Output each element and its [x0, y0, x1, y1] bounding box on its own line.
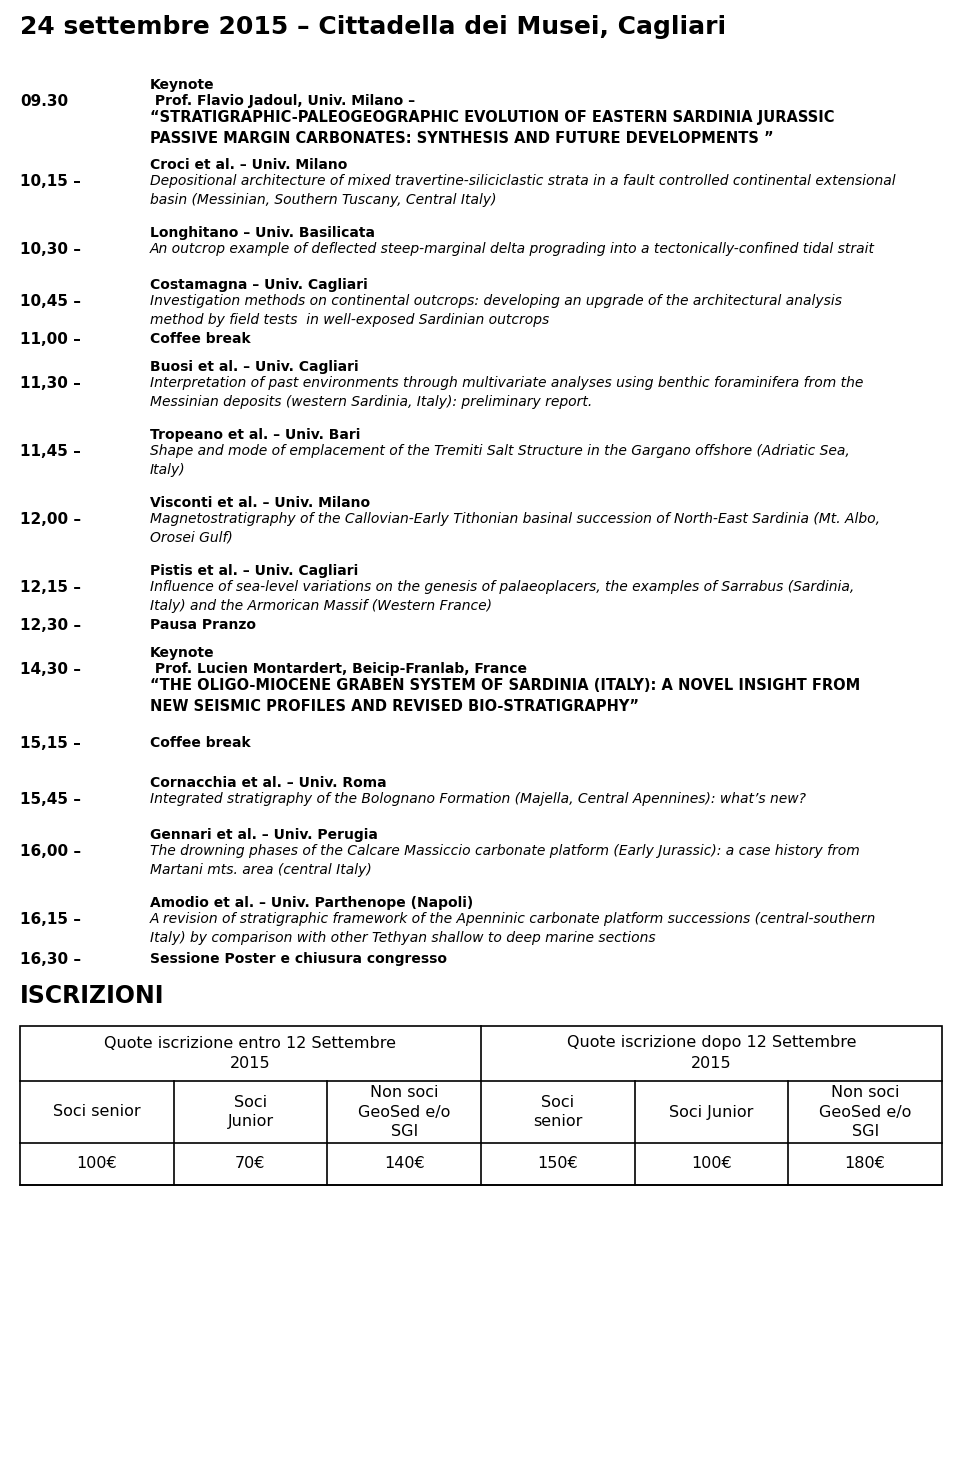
Text: Sessione Poster e chiusura congresso: Sessione Poster e chiusura congresso [150, 952, 447, 966]
Text: 12,30 –: 12,30 – [20, 618, 82, 633]
Text: Soci senior: Soci senior [53, 1104, 141, 1120]
Text: Non soci
GeoSed e/o
SGI: Non soci GeoSed e/o SGI [358, 1085, 450, 1139]
Text: Pistis et al. – Univ. Cagliari: Pistis et al. – Univ. Cagliari [150, 564, 358, 577]
Text: 140€: 140€ [384, 1156, 424, 1171]
Text: 11,30 –: 11,30 – [20, 376, 81, 390]
Text: Coffee break: Coffee break [150, 332, 251, 346]
Text: Investigation methods on continental outcrops: developing an upgrade of the arch: Investigation methods on continental out… [150, 294, 842, 327]
Text: 10,45 –: 10,45 – [20, 294, 81, 308]
Text: “THE OLIGO-MIOCENE GRABEN SYSTEM OF SARDINIA (ITALY): A NOVEL INSIGHT FROM
NEW S: “THE OLIGO-MIOCENE GRABEN SYSTEM OF SARD… [150, 678, 860, 713]
Text: 16,30 –: 16,30 – [20, 952, 82, 966]
Text: Shape and mode of emplacement of the Tremiti Salt Structure in the Gargano offsh: Shape and mode of emplacement of the Tre… [150, 444, 850, 477]
Text: 12,15 –: 12,15 – [20, 580, 81, 595]
Text: 09.30: 09.30 [20, 94, 68, 110]
Text: 10,30 –: 10,30 – [20, 243, 81, 257]
Text: 180€: 180€ [845, 1156, 886, 1171]
Text: 70€: 70€ [235, 1156, 266, 1171]
Text: Quote iscrizione dopo 12 Settembre
2015: Quote iscrizione dopo 12 Settembre 2015 [566, 1035, 856, 1072]
Text: Prof. Flavio Jadoul, Univ. Milano –: Prof. Flavio Jadoul, Univ. Milano – [150, 94, 415, 108]
Text: Integrated stratigraphy of the Bolognano Formation (Majella, Central Apennines):: Integrated stratigraphy of the Bolognano… [150, 792, 806, 806]
Text: A revision of stratigraphic framework of the Apenninic carbonate platform succes: A revision of stratigraphic framework of… [150, 912, 876, 944]
Text: 100€: 100€ [77, 1156, 117, 1171]
Text: An outcrop example of deflected steep-marginal delta prograding into a tectonica: An outcrop example of deflected steep-ma… [150, 243, 875, 256]
Text: 16,15 –: 16,15 – [20, 912, 81, 927]
Text: 12,00 –: 12,00 – [20, 512, 82, 526]
Text: Coffee break: Coffee break [150, 735, 251, 750]
Text: Amodio et al. – Univ. Parthenope (Napoli): Amodio et al. – Univ. Parthenope (Napoli… [150, 896, 473, 909]
Text: “STRATIGRAPHIC-PALEOGEOGRAPHIC EVOLUTION OF EASTERN SARDINIA JURASSIC
PASSIVE MA: “STRATIGRAPHIC-PALEOGEOGRAPHIC EVOLUTION… [150, 110, 834, 146]
Text: Tropeano et al. – Univ. Bari: Tropeano et al. – Univ. Bari [150, 428, 360, 442]
Text: Soci
senior: Soci senior [533, 1095, 583, 1130]
Text: 11,00 –: 11,00 – [20, 332, 81, 346]
Text: Buosi et al. – Univ. Cagliari: Buosi et al. – Univ. Cagliari [150, 360, 359, 374]
Text: 24 settembre 2015 – Cittadella dei Musei, Cagliari: 24 settembre 2015 – Cittadella dei Musei… [20, 15, 726, 39]
Bar [20, 1026, 942, 1186]
Text: 15,45 –: 15,45 – [20, 792, 81, 807]
Text: Influence of sea-level variations on the genesis of palaeoplacers, the examples : Influence of sea-level variations on the… [150, 580, 854, 613]
Text: 100€: 100€ [691, 1156, 732, 1171]
Text: Interpretation of past environments through multivariate analyses using benthic : Interpretation of past environments thro… [150, 376, 863, 409]
Text: 150€: 150€ [538, 1156, 578, 1171]
Text: 10,15 –: 10,15 – [20, 174, 81, 189]
Text: Croci et al. – Univ. Milano: Croci et al. – Univ. Milano [150, 158, 348, 173]
Text: 14,30 –: 14,30 – [20, 662, 81, 677]
Text: Prof. Lucien Montardert, Beicip-Franlab, France: Prof. Lucien Montardert, Beicip-Franlab,… [150, 662, 527, 675]
Text: Costamagna – Univ. Cagliari: Costamagna – Univ. Cagliari [150, 278, 368, 292]
Text: Keynote: Keynote [150, 77, 215, 92]
Text: Keynote: Keynote [150, 646, 215, 659]
Text: Visconti et al. – Univ. Milano: Visconti et al. – Univ. Milano [150, 496, 371, 510]
Text: 16,00 –: 16,00 – [20, 844, 82, 860]
Text: Soci
Junior: Soci Junior [228, 1095, 274, 1130]
Text: 15,15 –: 15,15 – [20, 735, 81, 751]
Text: Longhitano – Univ. Basilicata: Longhitano – Univ. Basilicata [150, 227, 375, 240]
Text: Depositional architecture of mixed travertine-siliciclastic strata in a fault co: Depositional architecture of mixed trave… [150, 174, 896, 208]
Text: Gennari et al. – Univ. Perugia: Gennari et al. – Univ. Perugia [150, 827, 378, 842]
Text: Soci Junior: Soci Junior [669, 1104, 754, 1120]
Text: The drowning phases of the Calcare Massiccio carbonate platform (Early Jurassic): The drowning phases of the Calcare Massi… [150, 844, 860, 877]
Text: ISCRIZIONI: ISCRIZIONI [20, 984, 164, 1007]
Text: Quote iscrizione entro 12 Settembre
2015: Quote iscrizione entro 12 Settembre 2015 [105, 1035, 396, 1072]
Text: Non soci
GeoSed e/o
SGI: Non soci GeoSed e/o SGI [819, 1085, 911, 1139]
Text: Pausa Pranzo: Pausa Pranzo [150, 618, 256, 632]
Text: Magnetostratigraphy of the Callovian-Early Tithonian basinal succession of North: Magnetostratigraphy of the Callovian-Ear… [150, 512, 880, 545]
Text: Cornacchia et al. – Univ. Roma: Cornacchia et al. – Univ. Roma [150, 776, 387, 789]
Text: 11,45 –: 11,45 – [20, 444, 81, 459]
